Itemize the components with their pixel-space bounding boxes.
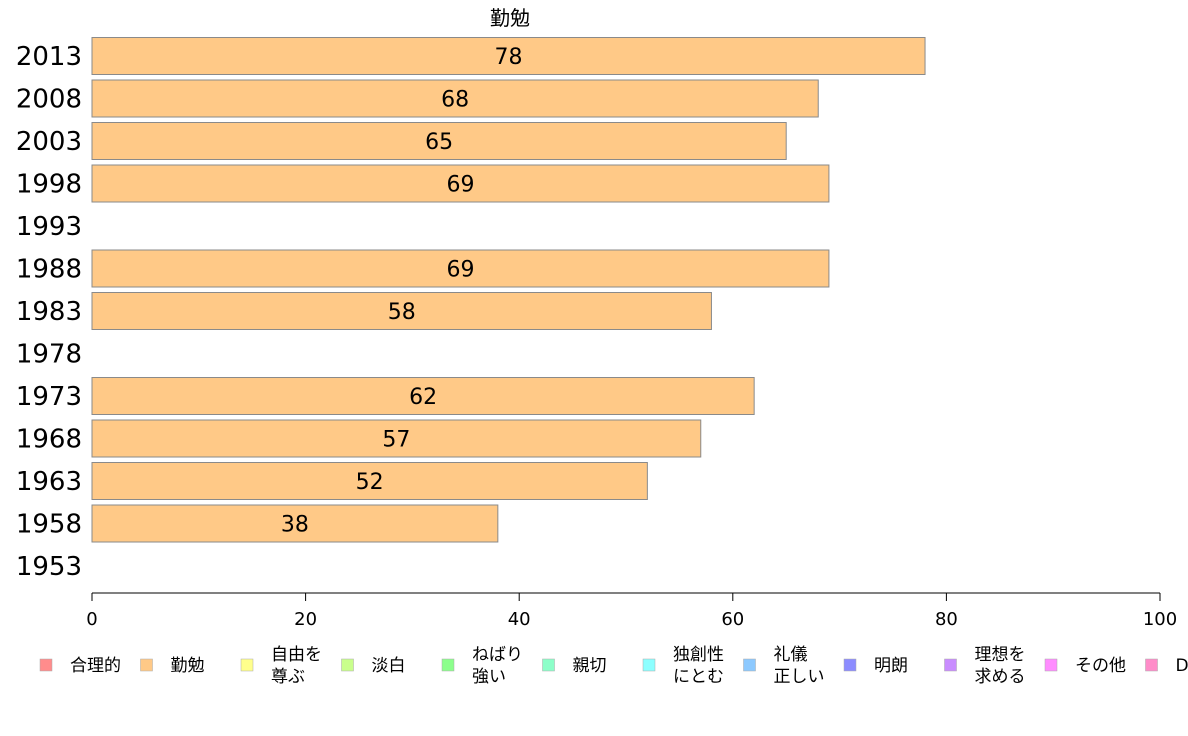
data-label: 69 (446, 173, 474, 198)
legend-item: D (1145, 656, 1188, 676)
data-label: 65 (425, 130, 453, 155)
y-tick-label: 1953 (16, 552, 82, 582)
legend-label: 淡白 (372, 656, 406, 676)
x-tick-label: 20 (294, 609, 317, 630)
legend-swatch (743, 658, 756, 672)
y-tick-label: 1988 (16, 255, 82, 285)
bar (91, 504, 499, 543)
y-tick-label: 1983 (16, 297, 82, 327)
y-tick-label: 2013 (16, 42, 82, 72)
data-label: 78 (495, 45, 523, 70)
legend-swatch (341, 658, 354, 672)
data-label: 58 (388, 300, 416, 325)
legend-swatch (39, 658, 53, 672)
legend-item: 合理的 (39, 656, 121, 676)
data-label: 52 (356, 470, 384, 495)
legend-item: 明朗 (843, 656, 908, 676)
legend-label: 勤勉 (171, 656, 205, 676)
y-tick-label: 1993 (16, 212, 82, 242)
legend-item: 親切 (542, 656, 607, 676)
x-tick-label: 40 (508, 609, 531, 630)
bar (91, 377, 755, 415)
legend-label: 礼儀 (774, 645, 808, 665)
y-axis: 2013 2008 2003 1998 1993 1988 1983 1978 1973 1968… (16, 42, 82, 582)
y-tick-label: 1978 (16, 340, 82, 370)
bar (91, 419, 702, 458)
data-label: 68 (441, 88, 469, 113)
legend-label: 理想を (975, 645, 1026, 665)
x-tick-label: 80 (935, 609, 958, 630)
legend-item: 淡白 (341, 656, 406, 676)
x-axis: 0 20 40 60 80 100 (86, 592, 1177, 630)
legend-label: 明朗 (874, 656, 908, 676)
legend-swatch (441, 658, 455, 672)
bar (91, 462, 648, 500)
legend-swatch (240, 658, 254, 672)
bar (91, 249, 830, 288)
data-label: 62 (409, 385, 437, 410)
y-tick-label: 1958 (16, 510, 82, 540)
legend-swatch (140, 658, 153, 672)
legend-label: その他 (1075, 656, 1126, 676)
legend-swatch (944, 658, 957, 672)
legend-item: 勤勉 (140, 656, 205, 676)
legend-label: 親切 (573, 656, 607, 676)
data-label: 57 (382, 428, 410, 453)
x-tick-label: 60 (721, 609, 744, 630)
legend-label: 独創性 (673, 645, 724, 665)
legend-swatch (642, 658, 656, 672)
y-tick-label: 2003 (16, 127, 82, 157)
legend-label: 合理的 (70, 656, 121, 676)
legend-swatch (542, 658, 555, 672)
x-tick-label: 100 (1143, 609, 1177, 630)
bar (91, 37, 926, 75)
legend-label: 自由を (271, 645, 322, 665)
legend-label: 強い (472, 667, 506, 687)
legend-label: ねばり (472, 645, 523, 665)
y-tick-label: 1968 (16, 425, 82, 455)
x-tick-label: 0 (86, 609, 97, 630)
chart-title: 勤勉 (490, 6, 530, 30)
legend-label: 尊ぶ (271, 667, 305, 687)
legend-label: 正しい (774, 667, 825, 687)
legend-swatch (1044, 658, 1058, 672)
bar (91, 292, 712, 330)
y-tick-label: 1963 (16, 467, 82, 497)
bar (91, 79, 819, 118)
bar (91, 122, 787, 160)
y-tick-label: 2008 (16, 85, 82, 115)
legend-label: D (1176, 656, 1188, 676)
legend-swatch (843, 658, 857, 672)
data-label: 69 (446, 258, 474, 283)
legend-item: その他 (1044, 656, 1126, 676)
data-label: 38 (281, 513, 309, 538)
legend-label: にとむ (673, 667, 724, 687)
bars-group: 78 68 65 69 69 58 62 57 52 38 (91, 37, 926, 543)
legend-swatch (1145, 658, 1158, 672)
legend: 合理的 勤勉自由を尊ぶ淡白ねばり強い親切独創性にとむ礼儀正しい明朗理想を求めるその… (39, 645, 1188, 687)
y-tick-label: 1998 (16, 170, 82, 200)
bar (91, 164, 830, 203)
legend-label: 求める (975, 667, 1026, 687)
y-tick-label: 1973 (16, 382, 82, 412)
